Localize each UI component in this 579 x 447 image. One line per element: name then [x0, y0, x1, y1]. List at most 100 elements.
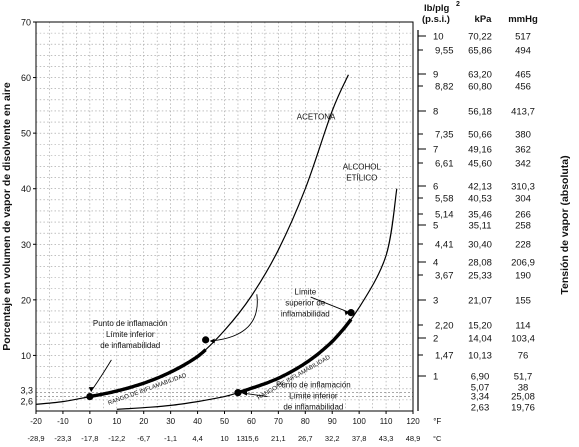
- kpa-value: 45,60: [468, 159, 492, 170]
- kpa-value: 30,40: [468, 240, 492, 251]
- mmhg-value: 304: [515, 194, 531, 205]
- arrowhead-upper-limit: [344, 310, 350, 316]
- x-tick-label-c: 10: [220, 434, 228, 443]
- note-flash-point-acetona: Límite inferior: [106, 330, 155, 339]
- psi-value: 8,82: [435, 82, 454, 93]
- psi-value: 9,55: [435, 46, 454, 57]
- x-tick-label-f: 50: [220, 417, 229, 426]
- x-tick-label-c: 37,8: [352, 434, 367, 443]
- psi-value: 1: [433, 372, 438, 383]
- y-tick-label: 70: [21, 18, 31, 28]
- mmhg-value: 76: [518, 351, 529, 362]
- x-tick-label-f: 100: [352, 417, 366, 426]
- mmhg-value: 494: [515, 46, 531, 57]
- mmhg-value: 266: [515, 210, 531, 221]
- mmhg-value: 51,7: [514, 372, 533, 383]
- x-unit-f: °F: [433, 417, 441, 426]
- arrow-upper-limit: [310, 296, 349, 313]
- kpa-value: 63,20: [468, 70, 492, 81]
- mmhg-value: 517: [515, 32, 531, 43]
- y-extra-tick-label: 2,6: [20, 397, 33, 407]
- kpa-value: 6,90: [471, 372, 490, 383]
- x-tick-label-f: 60: [247, 417, 256, 426]
- kpa-value: 10,13: [468, 351, 492, 362]
- mmhg-value: 456: [515, 82, 531, 93]
- x-unit-c: °C: [433, 434, 442, 443]
- psi-value: 7,35: [435, 130, 454, 141]
- mmhg-value: 342: [515, 159, 531, 170]
- kpa-value: 2,63: [471, 403, 490, 414]
- note-flash-point-alcohol: Límite inferior: [289, 392, 338, 401]
- right-axis-label: Tensión de vapor (absoluta): [559, 155, 571, 294]
- series-label-alcohol-2: ETÍLICO: [346, 173, 377, 182]
- psi-value: 3: [433, 296, 438, 307]
- psi-value: 4,41: [435, 240, 454, 251]
- flammability-range-segment: [89, 348, 207, 399]
- psi-value: 6: [433, 182, 438, 193]
- x-tick-label-f: 0: [88, 417, 93, 426]
- key-point-marker: [202, 336, 210, 344]
- psi-value: 7: [433, 145, 438, 156]
- psi-value: 2: [433, 334, 438, 345]
- kpa-value: 21,07: [468, 296, 492, 307]
- series-label-acetona: ACETONA: [297, 112, 336, 121]
- kpa-value: 35,11: [468, 221, 491, 232]
- psi-value: 1,47: [435, 351, 454, 362]
- psi-value: 3,67: [435, 271, 454, 282]
- note-flash-point-alcohol: de inflamabilidad: [283, 403, 343, 412]
- x-tick-label-f: 110: [380, 417, 393, 426]
- grid-lines: [36, 22, 413, 411]
- series-curves: [35, 74, 398, 410]
- x-tick-label-c: 13: [236, 434, 244, 443]
- y-tick-label: 40: [21, 184, 31, 194]
- x-tick-label-c: -23,3: [54, 434, 71, 443]
- kpa-value: 15,20: [468, 321, 492, 332]
- x-tick-label-c: -12,2: [108, 434, 125, 443]
- arrow-left-note: [90, 359, 112, 392]
- psi-value: 10: [433, 32, 444, 43]
- psi-value: 5: [433, 221, 438, 232]
- x-tick-label-f: 10: [112, 417, 121, 426]
- note-flash-point-acetona: Punto de inflamación: [93, 319, 168, 328]
- psi-value: 5,14: [435, 210, 454, 221]
- mmhg-value: 465: [515, 70, 531, 81]
- note-flash-point-alcohol: Punto de inflamación: [276, 381, 351, 390]
- note-upper-limit: superior de: [285, 298, 326, 307]
- x-tick-label-f: 40: [193, 417, 202, 426]
- series-line-acetona: [35, 74, 349, 405]
- mmhg-header: mmHg: [508, 14, 538, 25]
- arrow-right-note: [243, 392, 268, 397]
- mmhg-value: 206,9: [511, 258, 535, 269]
- note-upper-limit: inflamabilidad: [281, 309, 330, 318]
- mmhg-value: 19,76: [511, 403, 535, 414]
- psi-header: lb/plg: [424, 3, 450, 14]
- psi-value: 2,20: [435, 321, 454, 332]
- psi-value: 5,58: [435, 194, 454, 205]
- mmhg-value: 190: [515, 271, 531, 282]
- mmhg-value: 114: [515, 321, 530, 332]
- mmhg-value: 155: [515, 296, 531, 307]
- mmhg-value: 228: [515, 240, 531, 251]
- x-tick-label-c: 48,9: [406, 434, 421, 443]
- y-tick-label: 60: [21, 73, 31, 83]
- arrow-lower-limit: [210, 294, 258, 342]
- x-tick-label-c: -6,7: [137, 434, 150, 443]
- y-axis-label: Porcentaje en volumen de vapor de disolv…: [1, 82, 13, 351]
- kpa-value: 35,46: [468, 210, 492, 221]
- key-point-marker: [86, 392, 94, 401]
- kpa-value: 3,34: [471, 392, 490, 403]
- x-tick-label-f: 30: [166, 417, 175, 426]
- x-tick-label-f: 90: [328, 417, 337, 426]
- x-tick-label-c: 26,7: [298, 434, 313, 443]
- psi-header-units: (p.s.i.): [422, 14, 450, 25]
- kpa-value: 60,80: [468, 82, 492, 93]
- psi-value: 9: [433, 70, 438, 81]
- flammability-range-segment: [237, 318, 353, 395]
- mmhg-value: 103,4: [511, 334, 535, 345]
- x-tick-label-c: 4,4: [192, 434, 202, 443]
- kpa-value: 50,66: [468, 130, 492, 141]
- x-tick-label-c: -1,1: [164, 434, 177, 443]
